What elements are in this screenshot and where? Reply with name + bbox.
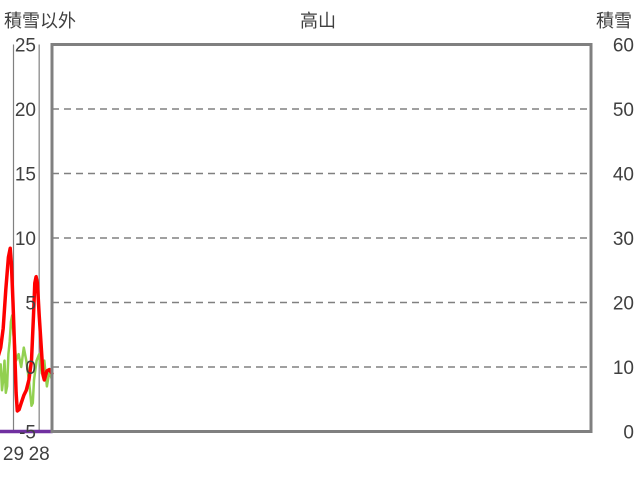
y-left-tick: -5 — [19, 423, 36, 444]
y-left-tick: 5 — [25, 294, 36, 315]
y-right-tick: 20 — [613, 294, 634, 315]
y-left-tick: 15 — [15, 165, 36, 186]
right-axis-label: 積雪 — [596, 11, 632, 32]
temperature-line — [0, 246, 54, 413]
left-axis-label: 積雪以外 — [4, 11, 76, 32]
y-left-tick: 10 — [15, 229, 36, 250]
y-left-tick: 25 — [15, 36, 36, 57]
y-left-tick: 0 — [25, 358, 36, 379]
grid — [12, 44, 591, 432]
plot-frame — [50, 43, 593, 433]
y-right-tick: 40 — [613, 165, 634, 186]
y-right-tick: 10 — [613, 358, 634, 379]
y-right-tick: 50 — [613, 100, 634, 121]
y-right-tick: 30 — [613, 229, 634, 250]
series-lines — [0, 246, 54, 434]
chart-title: 高山 — [300, 11, 336, 32]
x-tick: 29 — [3, 444, 24, 465]
x-tick: 28 — [29, 444, 50, 465]
y-right-tick: 0 — [623, 423, 634, 444]
y-right-tick: 60 — [613, 36, 634, 57]
y-left-tick: 20 — [15, 100, 36, 121]
